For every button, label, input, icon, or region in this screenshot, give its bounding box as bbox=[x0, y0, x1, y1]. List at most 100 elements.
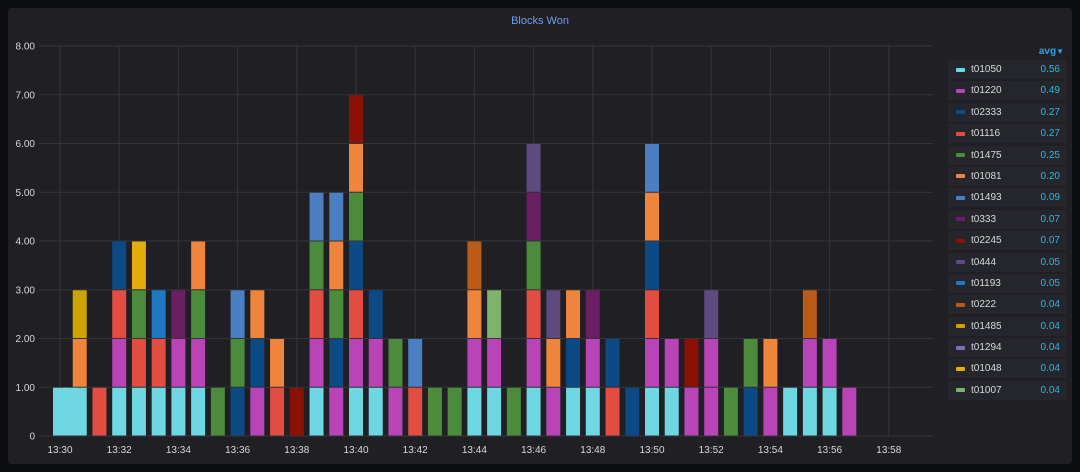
bar-segment-t01116 bbox=[270, 387, 285, 436]
legend-series-name: t02245 bbox=[971, 235, 1002, 247]
bar-segment-t0222 bbox=[802, 290, 817, 338]
bar-segment-t01220 bbox=[684, 387, 699, 436]
legend-item-t0444[interactable]: t0444 0.05 bbox=[948, 252, 1066, 272]
legend-item-t01220[interactable]: t01220 0.49 bbox=[948, 81, 1066, 101]
legend-item-t0222[interactable]: t0222 0.04 bbox=[948, 295, 1066, 315]
graph-panel: Blocks Won 0 1.00 2.00 3.00 4.00 5.00 6.00 7.00… bbox=[8, 8, 1072, 464]
legend-series-avg: 0.04 bbox=[1040, 320, 1060, 332]
x-tick-label: 13:30 bbox=[47, 445, 72, 456]
legend-item-t01081[interactable]: t01081 0.20 bbox=[948, 166, 1066, 186]
y-tick-label: 5.00 bbox=[16, 188, 36, 199]
bar-segment-t01050 bbox=[487, 387, 502, 436]
bar-segment-t01220 bbox=[645, 339, 659, 387]
legend-item-t01475[interactable]: t01475 0.25 bbox=[948, 145, 1066, 165]
legend-series-name: t01220 bbox=[971, 85, 1002, 97]
legend-series-name: t01485 bbox=[971, 320, 1002, 332]
bar-segment-t01475 bbox=[329, 290, 344, 338]
bar-segment-t01220 bbox=[112, 339, 127, 387]
bar-segment-t01081 bbox=[546, 339, 561, 387]
legend-series-avg: 0.56 bbox=[1040, 64, 1060, 75]
legend-swatch bbox=[956, 131, 965, 136]
legend-series-avg: 0.49 bbox=[1040, 85, 1060, 97]
bar-segment-t01116 bbox=[349, 290, 363, 338]
legend-swatch bbox=[956, 110, 965, 115]
bar-segment-t01050 bbox=[191, 387, 206, 436]
x-tick-label: 13:50 bbox=[639, 445, 664, 456]
bar-segment-t01220 bbox=[309, 339, 324, 387]
bar-segment-t01050 bbox=[566, 387, 581, 436]
bar-segment-t02245 bbox=[289, 387, 304, 436]
bar-segment-t02333 bbox=[605, 339, 620, 387]
bar-segment-t02333 bbox=[230, 387, 245, 436]
x-tick-label: 13:46 bbox=[521, 445, 546, 456]
legend-swatch bbox=[956, 388, 965, 393]
legend-item-t01193[interactable]: t01193 0.05 bbox=[948, 273, 1066, 293]
bar-segment-t01220 bbox=[526, 339, 541, 387]
bar-segment-t01220 bbox=[704, 387, 719, 436]
bar-segment-t01050 bbox=[585, 387, 600, 436]
panel-title[interactable]: Blocks Won bbox=[511, 15, 569, 27]
legend-series-avg: 0.07 bbox=[1040, 213, 1060, 225]
bar-segment-t01050 bbox=[349, 387, 363, 436]
bar-segment-t01081 bbox=[763, 339, 778, 387]
legend-series-avg: 0.05 bbox=[1040, 277, 1060, 289]
legend-item-t01007[interactable]: t01007 0.04 bbox=[948, 380, 1066, 400]
bar-segment-t01081 bbox=[72, 339, 87, 387]
bar-segment-t02333 bbox=[250, 339, 265, 387]
legend-series-name: t01081 bbox=[971, 170, 1002, 182]
bar-segment-t01220 bbox=[763, 387, 778, 436]
legend-item-t01485[interactable]: t01485 0.04 bbox=[948, 316, 1066, 336]
bar-segment-t01050 bbox=[131, 387, 146, 436]
bar-segment-t01475 bbox=[131, 290, 146, 338]
bar-segment-t01050 bbox=[802, 387, 817, 436]
bar-segment-t0444 bbox=[546, 290, 561, 338]
bar-segment-t01116 bbox=[112, 290, 127, 338]
bar-segment-t01475 bbox=[210, 387, 225, 436]
legend-avg-label: avg bbox=[1038, 46, 1057, 57]
bar-segment-t02333 bbox=[329, 339, 344, 387]
bar-segment-t01081 bbox=[645, 192, 659, 241]
x-tick-label: 13:40 bbox=[343, 445, 368, 456]
bar-segment-t01220 bbox=[585, 339, 600, 387]
legend-series-avg: 0.04 bbox=[1040, 384, 1060, 396]
bar-segment-t01050 bbox=[309, 387, 324, 436]
bar-segment-t02333 bbox=[112, 241, 127, 290]
legend-item-t01294[interactable]: t01294 0.04 bbox=[948, 338, 1066, 358]
legend-series-name: t01048 bbox=[971, 363, 1002, 375]
legend-item-t01116[interactable]: t01116 0.27 bbox=[948, 124, 1066, 144]
bar-segment-t01220 bbox=[467, 339, 482, 387]
legend-item-t01048[interactable]: t01048 0.04 bbox=[948, 359, 1066, 379]
legend-series-avg: 0.04 bbox=[1040, 299, 1060, 311]
bar-segment-t01220 bbox=[171, 339, 186, 387]
bar-segment-t01116 bbox=[131, 339, 146, 387]
legend-swatch bbox=[956, 345, 965, 350]
sort-caret-icon: ▼ bbox=[1056, 47, 1064, 56]
legend-series-avg: 0.20 bbox=[1040, 170, 1060, 182]
legend-swatch bbox=[956, 281, 965, 286]
bar-segment-t01050 bbox=[171, 387, 186, 436]
bar-segment-t01220 bbox=[802, 339, 817, 387]
bar-segment-t01048 bbox=[131, 241, 146, 290]
x-tick-label: 13:32 bbox=[107, 445, 132, 456]
legend-series-avg: 0.07 bbox=[1040, 235, 1060, 247]
bar-segment-t01081 bbox=[270, 339, 285, 387]
legend-series-avg: 0.09 bbox=[1040, 192, 1060, 204]
legend-header-avg[interactable]: avg▼ bbox=[948, 46, 1066, 60]
legend-series-name: t01116 bbox=[971, 128, 1001, 140]
x-tick-label: 13:54 bbox=[758, 445, 783, 456]
x-tick-label: 13:52 bbox=[699, 445, 724, 456]
y-tick-label: 2.00 bbox=[16, 334, 36, 345]
bar-segment-t01081 bbox=[191, 241, 206, 290]
bar-segment-t01475 bbox=[230, 339, 245, 387]
legend-series-name: t0333 bbox=[971, 213, 997, 225]
legend-series-name: t01493 bbox=[971, 192, 1002, 204]
bar-segment-t01050 bbox=[783, 387, 798, 436]
legend-item-t01493[interactable]: t01493 0.09 bbox=[948, 188, 1066, 208]
legend-item-t02333[interactable]: t02333 0.27 bbox=[948, 102, 1066, 122]
legend-item-t02245[interactable]: t02245 0.07 bbox=[948, 231, 1066, 251]
bar-segment-t01493 bbox=[309, 192, 324, 241]
legend-item-t01050[interactable]: t01050 0.56 bbox=[948, 60, 1066, 79]
legend-item-t0333[interactable]: t0333 0.07 bbox=[948, 209, 1066, 229]
legend-series-name: t01193 bbox=[971, 277, 1001, 289]
x-tick-label: 13:42 bbox=[403, 445, 428, 456]
